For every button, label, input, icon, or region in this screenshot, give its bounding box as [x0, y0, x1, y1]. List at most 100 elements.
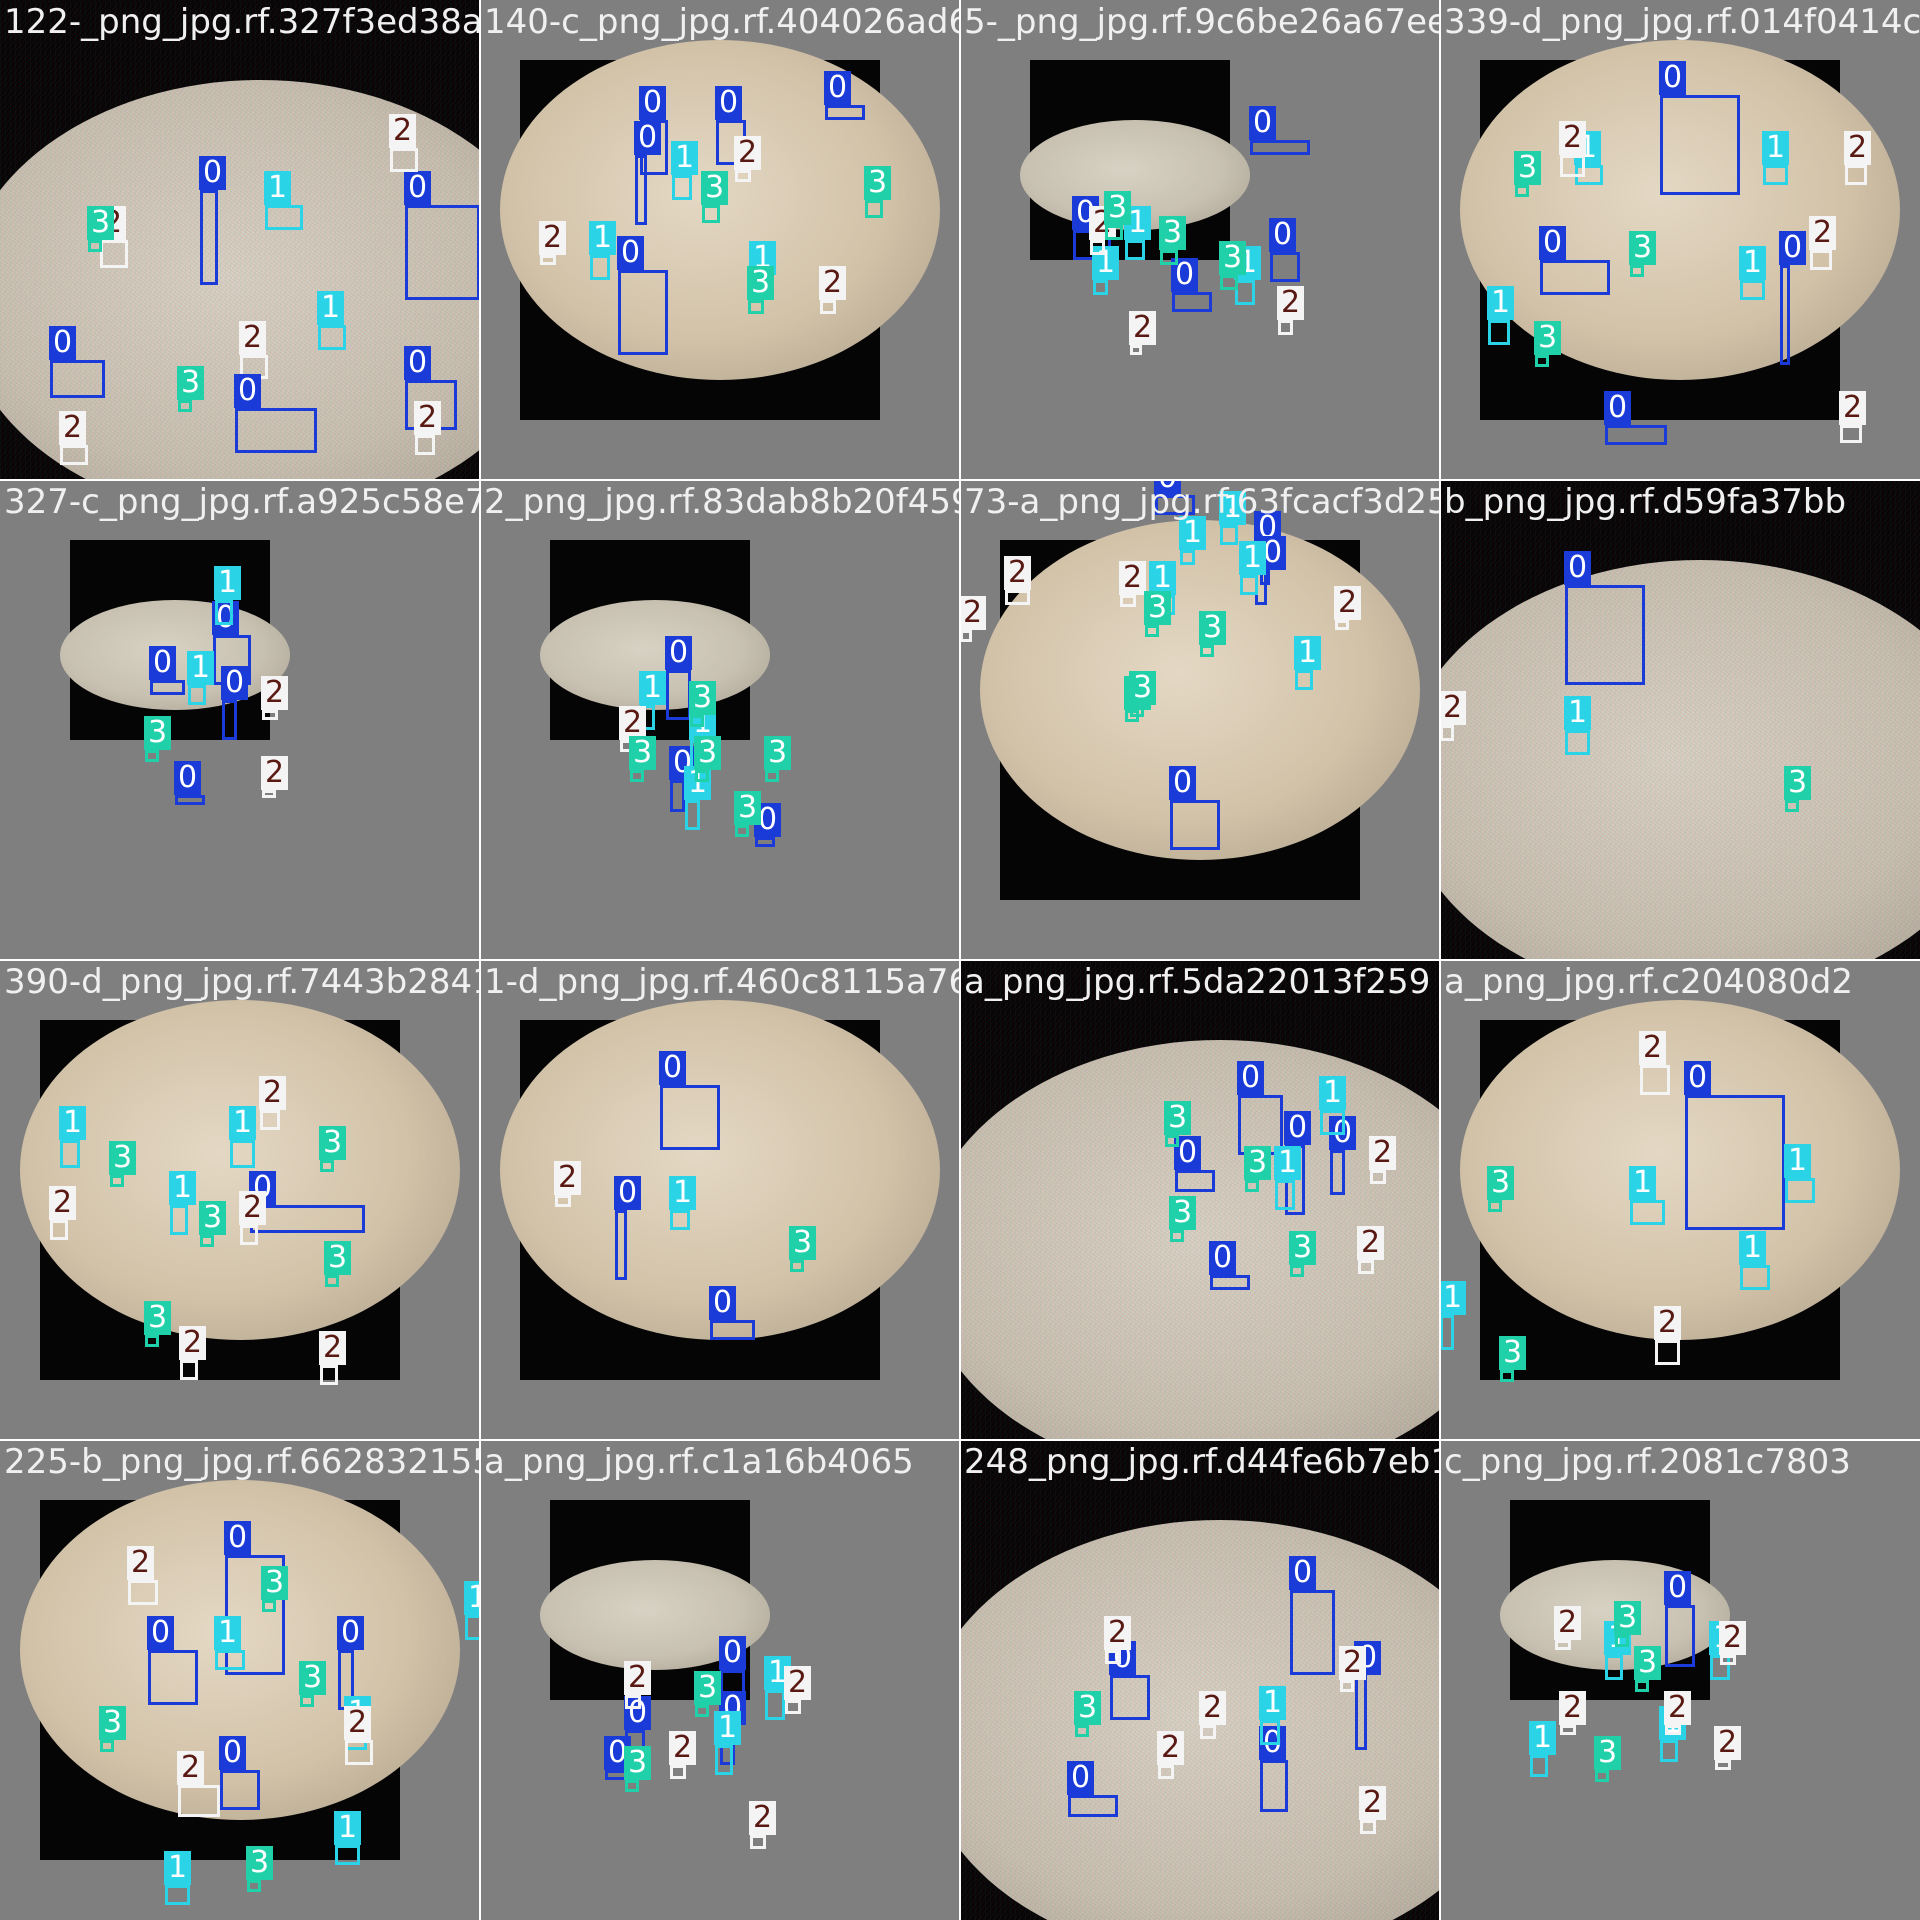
bounding-box-class-1: [1260, 1720, 1280, 1745]
bounding-box-class-1: [1093, 280, 1108, 295]
class-label: 3: [144, 1301, 172, 1335]
bounding-box-class-3: [1630, 265, 1644, 277]
class-label: 2: [239, 321, 267, 355]
mosaic-tile: 0 0 0 1 2 3 1-d_png_jpg.rf.460c8115a764: [480, 960, 960, 1440]
class-label: 2: [1199, 1691, 1227, 1725]
class-label: 1: [671, 141, 699, 175]
tile-filename: c_png_jpg.rf.2081c7803: [1444, 1442, 1851, 1482]
bounding-box-class-3: [1615, 1635, 1629, 1647]
bounding-box-class-1: [335, 1845, 360, 1865]
class-label: 2: [1157, 1731, 1185, 1765]
class-label: 2: [261, 676, 289, 710]
bounding-box-class-0: [825, 105, 865, 120]
mosaic-tile: 00001122222330122-_png_jpg.rf.327f3ed38a…: [0, 0, 480, 480]
class-label: 1: [1440, 1281, 1467, 1315]
bounding-box-class-3: [178, 400, 192, 412]
bounding-box-class-2: [735, 170, 751, 182]
bounding-box-class-3: [695, 770, 709, 782]
class-label: 3: [299, 1661, 327, 1695]
bounding-box-class-3: [695, 1705, 709, 1717]
class-label: 3: [87, 206, 115, 240]
bounding-box-class-2: [1120, 595, 1136, 607]
mosaic-tile: 0000111112223333225-b_png_jpg.rf.6628321…: [0, 1440, 480, 1920]
class-label: 0: [719, 1636, 747, 1670]
bounding-box-class-1: [715, 1745, 733, 1775]
class-label: 1: [1762, 131, 1790, 165]
bounding-box-class-3: [1290, 1265, 1304, 1277]
bounding-box-class-2: [100, 240, 128, 268]
microscope-field: [20, 1000, 460, 1340]
bounding-box-class-0: [235, 408, 317, 453]
class-label: 0: [1154, 480, 1182, 495]
class-label: 1: [229, 1106, 257, 1140]
bounding-box-class-2: [1715, 1760, 1731, 1770]
class-label: 2: [624, 1661, 652, 1695]
class-label: 1: [334, 1811, 362, 1845]
class-label: 1: [1179, 516, 1207, 550]
bounding-box-class-2: [60, 445, 88, 465]
bounding-box-class-1: [1740, 1265, 1770, 1290]
class-label: 3: [789, 1226, 817, 1260]
bounding-box-class-2: [1358, 1260, 1374, 1274]
class-label: 2: [1369, 1136, 1397, 1170]
bounding-box-class-3: [1170, 1230, 1184, 1242]
class-label: 3: [694, 1671, 722, 1705]
bounding-box-class-2: [1005, 590, 1030, 605]
bounding-box-class-2: [50, 1220, 68, 1240]
class-label: 0: [1284, 1111, 1312, 1145]
tile-filename: 248_png_jpg.rf.d44fe6b7eb1: [964, 1442, 1440, 1482]
bounding-box-class-0: [1685, 1095, 1785, 1230]
bounding-box-class-3: [1075, 1725, 1089, 1737]
bounding-box-class-3: [88, 240, 102, 252]
bounding-box-class-0: [1170, 800, 1220, 850]
bounding-box-class-0: [1260, 1760, 1288, 1812]
bounding-box-class-2: [785, 1700, 801, 1714]
class-label: 2: [960, 596, 987, 630]
class-label: 1: [214, 1616, 242, 1650]
class-label: 3: [1289, 1231, 1317, 1265]
class-label: 0: [404, 171, 432, 205]
class-label: 1: [1239, 541, 1267, 575]
bounding-box-class-1: [1488, 320, 1510, 345]
bounding-box-class-3: [145, 750, 159, 762]
class-label: 2: [1129, 311, 1157, 345]
class-label: 1: [1739, 246, 1767, 280]
class-label: 0: [665, 636, 693, 670]
class-label: 0: [1779, 231, 1807, 265]
class-label: 0: [1209, 1241, 1237, 1275]
bounding-box-class-2: [1640, 1065, 1670, 1095]
class-label: 3: [1634, 1646, 1662, 1680]
mosaic-tile: 0001112333332_png_jpg.rf.83dab8b20f459c6…: [480, 480, 960, 960]
class-label: 2: [261, 756, 289, 790]
class-label: 2: [1554, 1606, 1582, 1640]
bounding-box-class-2: [260, 1110, 280, 1130]
bounding-box-class-2: [1440, 725, 1454, 741]
bounding-box-class-2: [555, 1195, 571, 1207]
class-label: 2: [414, 401, 442, 435]
class-label: 2: [1664, 1691, 1692, 1725]
class-label: 0: [1564, 551, 1592, 585]
tile-filename: 122-_png_jpg.rf.327f3ed38af2055: [4, 2, 480, 42]
class-label: 0: [49, 326, 77, 360]
class-label: 3: [1534, 321, 1562, 355]
class-label: 3: [701, 171, 729, 205]
bounding-box-class-3: [1130, 705, 1144, 717]
class-label: 1: [317, 291, 345, 325]
class-label: 2: [1334, 586, 1362, 620]
mosaic-tile: 00001112223335-_png_jpg.rf.9c6be26a67ee5…: [960, 0, 1440, 480]
class-label: 2: [389, 114, 417, 148]
bounding-box-class-2: [128, 1580, 158, 1605]
class-label: 2: [319, 1331, 347, 1365]
bounding-box-class-0: [1270, 252, 1300, 282]
bounding-box-class-3: [748, 300, 764, 314]
bounding-box-class-2: [1370, 1170, 1386, 1184]
bounding-box-class-0: [1155, 495, 1195, 515]
bounding-box-class-2: [1720, 1655, 1736, 1665]
tile-filename: 5-_png_jpg.rf.9c6be26a67ee5a195: [964, 2, 1440, 42]
bounding-box-class-1: [1660, 1740, 1678, 1762]
class-label: 2: [784, 1666, 812, 1700]
bounding-box-class-1: [1630, 1200, 1665, 1225]
bounding-box-class-2: [750, 1835, 766, 1849]
bounding-box-class-1: [215, 1650, 245, 1670]
